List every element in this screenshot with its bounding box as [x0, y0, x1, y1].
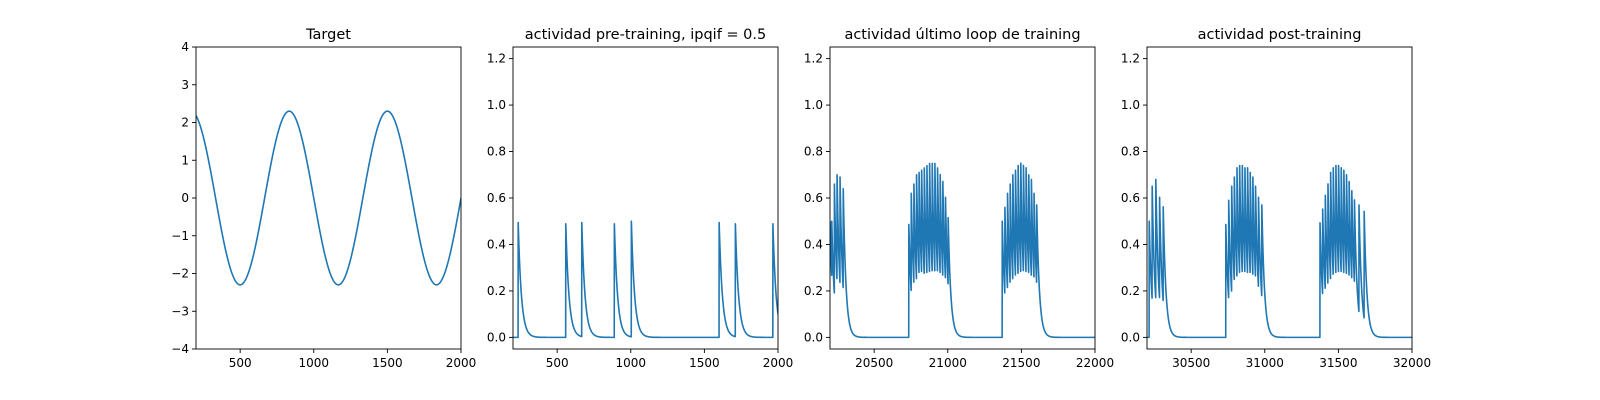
y-tick-label: 0.6 — [1121, 191, 1140, 205]
panel-title: actividad último loop de training — [844, 27, 1080, 43]
y-tick-label: −2 — [171, 267, 189, 281]
y-tick-label: 1.0 — [804, 98, 823, 112]
panel-title: Target — [305, 27, 351, 43]
y-tick-label: 1.2 — [1121, 52, 1140, 66]
x-tick-label: 32000 — [1393, 356, 1431, 370]
axes-frame — [512, 46, 779, 350]
y-tick-label: −4 — [171, 342, 189, 356]
y-tick-label: 1.2 — [804, 52, 823, 66]
series-line — [196, 110, 461, 286]
y-tick-label: 0.6 — [804, 191, 823, 205]
y-tick-label: 0.0 — [804, 330, 823, 344]
axes-frame — [195, 46, 462, 350]
series-line — [513, 220, 778, 339]
x-tick-label: 1000 — [616, 356, 647, 370]
y-tick-label: 0.8 — [487, 145, 506, 159]
y-tick-label: 0.2 — [487, 284, 506, 298]
y-tick-label: 1.2 — [487, 52, 506, 66]
x-tick-label: 1500 — [372, 356, 403, 370]
x-tick-label: 31500 — [1319, 356, 1357, 370]
y-tick-label: 4 — [181, 40, 189, 54]
axes-frame — [1146, 46, 1413, 350]
x-tick-label: 2000 — [446, 356, 477, 370]
x-tick-label: 500 — [229, 356, 252, 370]
y-tick-label: 1.0 — [1121, 98, 1140, 112]
y-tick-label: −1 — [171, 229, 189, 243]
panel-last-training-loop: actividad último loop de training 20500 2… — [804, 27, 1114, 370]
series-line — [1147, 164, 1412, 339]
x-tick-label: 31000 — [1246, 356, 1284, 370]
y-tick-label: 0.4 — [804, 237, 823, 251]
y-tick-label: 0.4 — [487, 237, 506, 251]
x-tick-label: 2000 — [763, 356, 794, 370]
y-tick-label: 0.8 — [1121, 145, 1140, 159]
x-tick-label: 22000 — [1076, 356, 1114, 370]
y-tick-label: 0.8 — [804, 145, 823, 159]
x-tick-label: 21500 — [1002, 356, 1040, 370]
x-tick-label: 30500 — [1172, 356, 1210, 370]
y-tick-label: 1.0 — [487, 98, 506, 112]
y-tick-label: 0 — [181, 191, 189, 205]
x-tick-label: 20500 — [855, 356, 893, 370]
y-tick-label: 1 — [181, 153, 189, 167]
panel-pre-training: actividad pre-training, ipqif = 0.5 500 1… — [487, 27, 793, 370]
x-tick-label: 1000 — [299, 356, 330, 370]
y-tick-label: 0.4 — [1121, 237, 1140, 251]
y-tick-label: 0.0 — [487, 330, 506, 344]
panel-title: actividad post-training — [1198, 27, 1362, 43]
y-tick-label: 0.6 — [487, 191, 506, 205]
x-tick-label: 21000 — [929, 356, 967, 370]
panel-target: Target 500 1000 1500 2000 −4 −3 −2 −1 0 1 2 3 4 — [171, 27, 476, 370]
y-tick-label: 0.2 — [804, 284, 823, 298]
y-tick-label: −3 — [171, 304, 189, 318]
axes-frame — [829, 46, 1096, 350]
y-tick-label: 0.0 — [1121, 330, 1140, 344]
x-tick-label: 500 — [546, 356, 569, 370]
series-line — [830, 162, 1095, 339]
y-tick-label: 0.2 — [1121, 284, 1140, 298]
x-tick-label: 1500 — [689, 356, 720, 370]
y-tick-label: 3 — [181, 78, 189, 92]
panel-post-training: actividad post-training 30500 31000 31500 3… — [1121, 27, 1431, 370]
panel-title: actividad pre-training, ipqif = 0.5 — [525, 27, 766, 43]
y-tick-label: 2 — [181, 116, 189, 130]
